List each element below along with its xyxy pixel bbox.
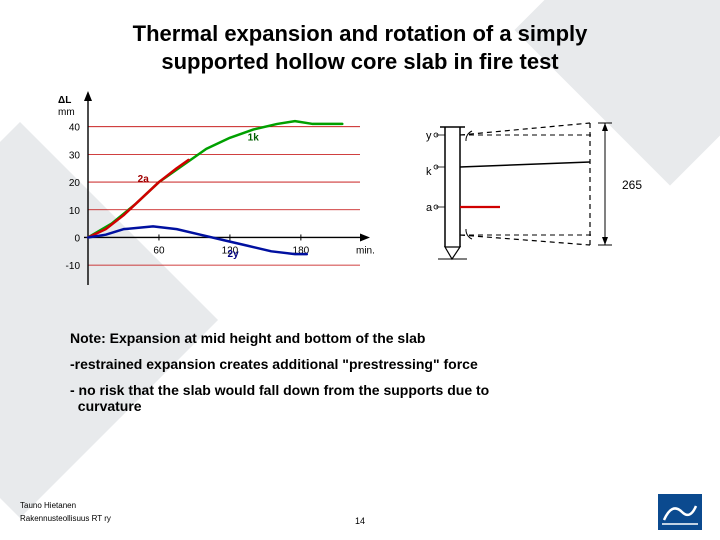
svg-text:mm: mm [58, 107, 75, 118]
note-3: - no risk that the slab would fall down … [70, 382, 680, 414]
slide-content: Thermal expansion and rotation of a simp… [0, 0, 720, 540]
rotation-diagram: 265 y k a [390, 117, 650, 272]
title-line-2: supported hollow core slab in fire test [161, 49, 558, 74]
footer-org: Rakennusteollisuus RT ry [20, 513, 111, 526]
note-1: Note: Expansion at mid height and bottom… [70, 330, 680, 346]
slide-title: Thermal expansion and rotation of a simp… [40, 20, 680, 75]
svg-text:20: 20 [69, 178, 81, 189]
note-2: -restrained expansion creates additional… [70, 356, 680, 372]
footer-author: Tauno Hietanen [20, 500, 111, 513]
charts-row: -1001020304060120180ΔLmmmin.1k2a2y 265yk… [40, 87, 680, 312]
svg-text:1k: 1k [248, 133, 260, 144]
svg-text:30: 30 [69, 150, 81, 161]
svg-text:40: 40 [69, 123, 81, 134]
svg-text:2y: 2y [228, 249, 240, 260]
svg-text:60: 60 [153, 245, 165, 256]
page-number: 14 [355, 516, 365, 526]
svg-text:a: a [426, 202, 433, 214]
svg-text:-10: -10 [66, 261, 81, 272]
svg-text:265: 265 [622, 178, 642, 192]
title-line-1: Thermal expansion and rotation of a simp… [133, 21, 588, 46]
svg-text:10: 10 [69, 206, 81, 217]
svg-text:0: 0 [74, 233, 80, 244]
brand-logo [658, 494, 702, 530]
svg-text:k: k [426, 166, 432, 178]
svg-text:min.: min. [356, 245, 375, 256]
footer: Tauno Hietanen Rakennusteollisuus RT ry [20, 500, 111, 526]
expansion-line-chart: -1001020304060120180ΔLmmmin.1k2a2y [40, 87, 380, 312]
logo-icon [662, 498, 698, 526]
notes-block: Note: Expansion at mid height and bottom… [70, 330, 680, 414]
svg-text:2a: 2a [138, 174, 150, 185]
svg-text:y: y [426, 130, 432, 142]
svg-text:ΔL: ΔL [58, 95, 71, 106]
